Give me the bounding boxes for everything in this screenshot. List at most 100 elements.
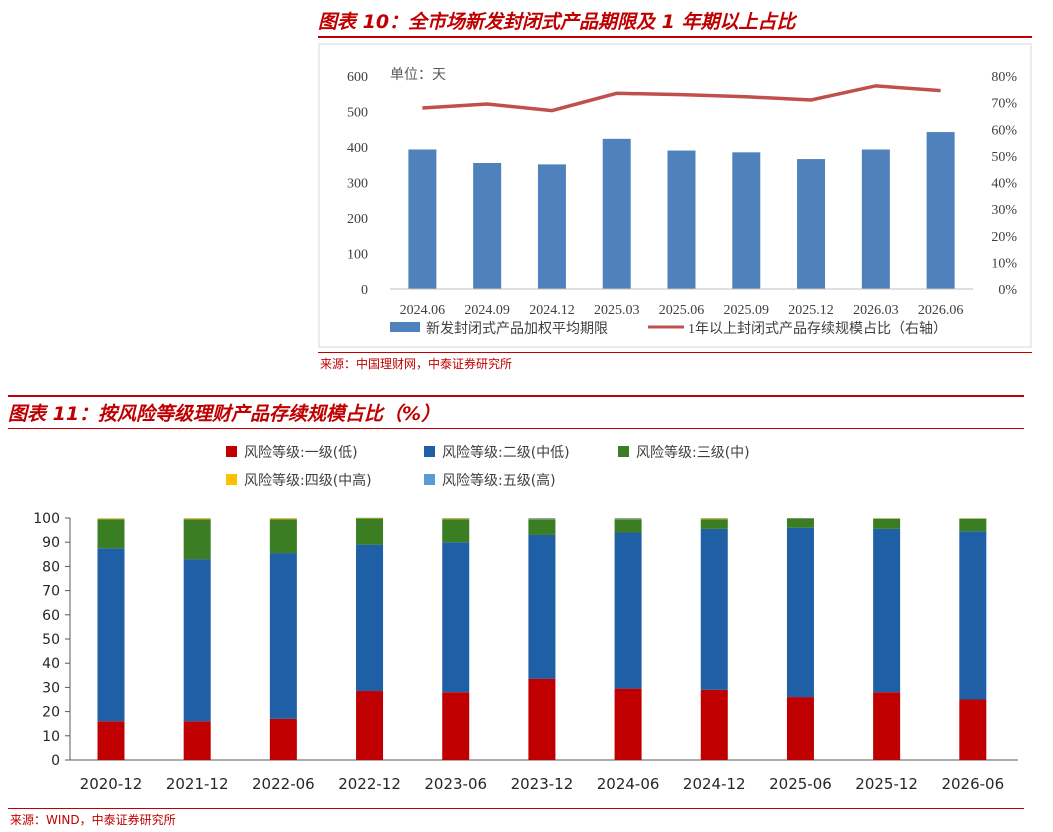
figure10-bar [602,138,631,289]
figure11-y-tick-label: 70 [42,584,60,600]
figure11-x-tick-label: 2023-06 [424,775,487,793]
figure11-chart: 风险等级:一级(低) 风险等级:二级(中低) 风险等级:三级(中) 风险等级:四级(中… [33,444,1018,793]
figure10-x-tick-label: 2024.12 [529,303,575,318]
figure11-bar-segment [356,691,384,760]
figure10-source: 来源：中国理财网，中泰证券研究所 [320,357,513,371]
figure10-bar [861,149,890,289]
figure10-legend-label-line: 1年以上封闭式产品存续规模占比（右轴） [688,320,947,337]
figure10-bar [408,149,437,289]
figure11-x-tick-label: 2025-12 [855,775,918,793]
figure10-bar [667,150,696,289]
figure11-legend-label: 风险等级:五级(高) [442,472,556,489]
figure10-legend-label-bar: 新发封闭式产品加权平均期限 [426,321,608,337]
figure10-unit-label: 单位：天 [390,67,446,83]
figure11-y-tick-label: 60 [42,608,60,624]
figure10-source-rule [318,352,1032,353]
figure10-bar [473,162,502,289]
figure11-x-tick-label: 2022-06 [252,775,315,793]
figure10-x-tick-label: 2025.12 [788,303,834,318]
figure11-bar-segment [528,678,556,760]
figure11-bar-segment [614,532,642,689]
figure11-bar-segment [183,559,211,722]
figure11-bar-segment [528,534,556,679]
figure11-y-tick-label: 40 [42,656,60,672]
figure11-bar-segment [959,518,987,532]
figure11-y-tick-label: 90 [42,535,60,551]
figure11-bar-segment [528,518,556,519]
figure10-title-bar: 图表 10：全市场新发封闭式产品期限及 1 年期以上占比 [318,6,1032,34]
figure11-legend-swatch [226,446,237,457]
figure11-bar-segment [183,518,211,520]
figure11-title-rule [8,395,1024,397]
figure11-x-tick-label: 2021-12 [166,775,229,793]
figure10-yleft-tick-label: 100 [347,248,368,263]
figure10-yright-tick-label: 70% [991,97,1017,112]
figure11-bar-segment [786,527,814,698]
figure10-yright-tick-label: 20% [991,230,1017,245]
figure11-bar-segment [700,518,728,520]
figure11-legend-label: 风险等级:二级(中低) [442,444,570,461]
figure10-legend-swatch-bar [390,322,420,332]
figure11-bar-segment [97,548,125,722]
figure11-bar-segment [959,699,987,760]
figure10-yleft-tick-label: 200 [347,212,368,227]
figure11-x-tick-label: 2024-12 [683,775,746,793]
figure11-bar-segment [183,721,211,760]
figure11-legend-swatch [618,446,629,457]
figure10-yright-tick-label: 50% [991,150,1017,165]
figure10-x-tick-label: 2026.03 [853,303,899,318]
figure11-title: 图表 11：按风险等级理财产品存续规模占比（%） [8,403,441,425]
figure11-bar-segment [614,518,642,519]
figure11-x-tick-label: 2023-12 [511,775,574,793]
figure11-x-tick-label: 2020-12 [80,775,143,793]
figure11-bar-segment [442,692,470,760]
figure10-line-series [422,84,941,113]
figure11-bar-segment [356,544,384,692]
figure10-title-rule [318,36,1032,38]
figure11-title-underline [8,428,1024,429]
figure11-y-tick-label: 0 [51,753,60,769]
figure11-legend-swatch [424,446,435,457]
figure11-y-tick-label: 20 [42,705,60,721]
figure11-y-tick-label: 50 [42,632,60,648]
figure10-yright-tick-label: 10% [991,256,1017,271]
figure11-y-tick-label: 30 [42,680,60,696]
figure10-bar [926,132,955,289]
figure11-y-tick-label: 10 [42,729,60,745]
figure11-bar-segment [269,718,297,760]
figure11-source: 来源：WIND，中泰证券研究所 [10,813,176,827]
figure10-yright-tick-label: 0% [998,283,1017,298]
figure10-yleft-tick-label: 500 [347,106,368,121]
figure11-bar-segment [873,528,901,693]
figure10-x-tick-label: 2024.06 [400,303,446,318]
figure10-chart: 0 100 200 300 400 500 600 0% 10% 20% 30% 40% 50% 60%… [318,43,1032,348]
figure11-legend-label: 风险等级:一级(低) [244,444,358,461]
figure11-x-tick-label: 2024-06 [597,775,660,793]
figure11-bar-segment [700,528,728,690]
figure10-x-tick-label: 2024.09 [464,303,510,318]
figure11-legend-label: 风险等级:四级(中高) [244,472,372,489]
figure11-x-tick-label: 2025-06 [769,775,832,793]
figure10-bar [797,159,826,289]
figure10-yright-tick-label: 60% [991,123,1017,138]
figure11-y-tick-label: 80 [42,559,60,575]
figure11-bar-segment [786,518,814,528]
figure11-bar-segment [97,518,125,520]
figure11-bar-segment [183,519,211,560]
figure11-bar-segment [959,531,987,700]
figure11-bar-segment [528,519,556,535]
figure10-bar [732,152,761,289]
figure11-bar-segment [269,518,297,520]
figure11-bar-segment [442,518,470,520]
figure10-title: 图表 10：全市场新发封闭式产品期限及 1 年期以上占比 [318,11,796,33]
figure11-legend-swatch [226,474,237,485]
figure10-yright-tick-label: 40% [991,177,1017,192]
figure11-y-tick-label: 100 [33,511,60,527]
figure10-yright-tick-label: 80% [991,70,1017,85]
figure11-bar-segment [786,697,814,760]
figure11-bar-segment [700,519,728,529]
figure10-yright-tick-label: 30% [991,203,1017,218]
figure10-x-tick-label: 2025.09 [724,303,770,318]
figure11-bar-segment [97,519,125,549]
figure10-yleft-tick-label: 300 [347,177,368,192]
